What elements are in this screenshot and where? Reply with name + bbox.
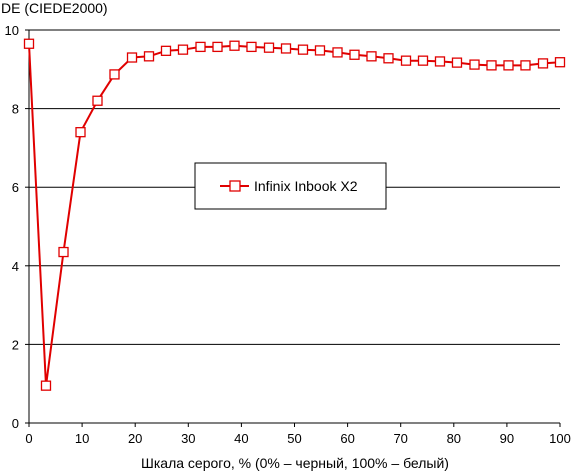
- data-point: [400, 55, 412, 66]
- legend-marker: [229, 180, 241, 192]
- data-point: [349, 49, 360, 60]
- y-tick-label: 10: [5, 23, 19, 38]
- data-point: [126, 52, 138, 63]
- x-tick-label: 60: [340, 431, 354, 446]
- data-point: [383, 53, 394, 64]
- data-point: [434, 56, 446, 67]
- data-point: [160, 45, 172, 56]
- data-point: [246, 41, 257, 53]
- y-tick-label: 6: [12, 180, 19, 195]
- data-point: [212, 41, 223, 53]
- data-point: [486, 60, 497, 71]
- data-point: [297, 44, 309, 55]
- data-point: [366, 51, 377, 62]
- data-point: [554, 57, 566, 68]
- data-point: [92, 95, 103, 106]
- y-axis-label: DE (CIEDE2000): [1, 0, 108, 16]
- series-group: [23, 38, 566, 391]
- x-tick-label: 0: [25, 431, 32, 446]
- series-line: [28, 43, 561, 387]
- y-tick-label: 4: [12, 259, 19, 274]
- x-tick-label: 40: [234, 431, 248, 446]
- data-point: [469, 59, 480, 70]
- data-point: [40, 380, 52, 391]
- data-point: [195, 41, 206, 53]
- y-tick-label: 2: [12, 337, 19, 352]
- data-point: [229, 40, 240, 51]
- data-point: [263, 42, 275, 53]
- data-point: [23, 38, 35, 49]
- x-tick-label: 70: [393, 431, 407, 446]
- x-tick-label: 90: [500, 431, 514, 446]
- x-tick-label: 30: [181, 431, 195, 446]
- x-tick-label: 50: [287, 431, 301, 446]
- data-point: [314, 45, 326, 56]
- x-axis-label: Шкала серого, % (0% – черный, 100% – бел…: [141, 455, 449, 471]
- legend: Infinix Inbook X2: [194, 162, 387, 210]
- axes: [25, 29, 561, 427]
- x-tick-label: 10: [75, 431, 89, 446]
- data-point: [537, 58, 549, 69]
- y-tick-label: 0: [12, 416, 19, 431]
- data-point: [58, 246, 69, 258]
- legend-label: Infinix Inbook X2: [254, 178, 358, 194]
- data-point: [332, 47, 343, 58]
- data-point: [417, 55, 429, 66]
- data-point: [177, 44, 189, 55]
- y-tick-label: 8: [12, 102, 19, 117]
- data-point: [109, 69, 120, 80]
- data-point: [503, 60, 514, 71]
- data-point: [451, 57, 463, 68]
- x-tick-label: 20: [128, 431, 142, 446]
- x-tick-label: 80: [447, 431, 461, 446]
- data-point: [520, 60, 531, 71]
- data-point: [75, 127, 86, 138]
- data-point: [143, 51, 155, 62]
- x-tick-label: 100: [549, 431, 571, 446]
- data-point: [280, 43, 292, 54]
